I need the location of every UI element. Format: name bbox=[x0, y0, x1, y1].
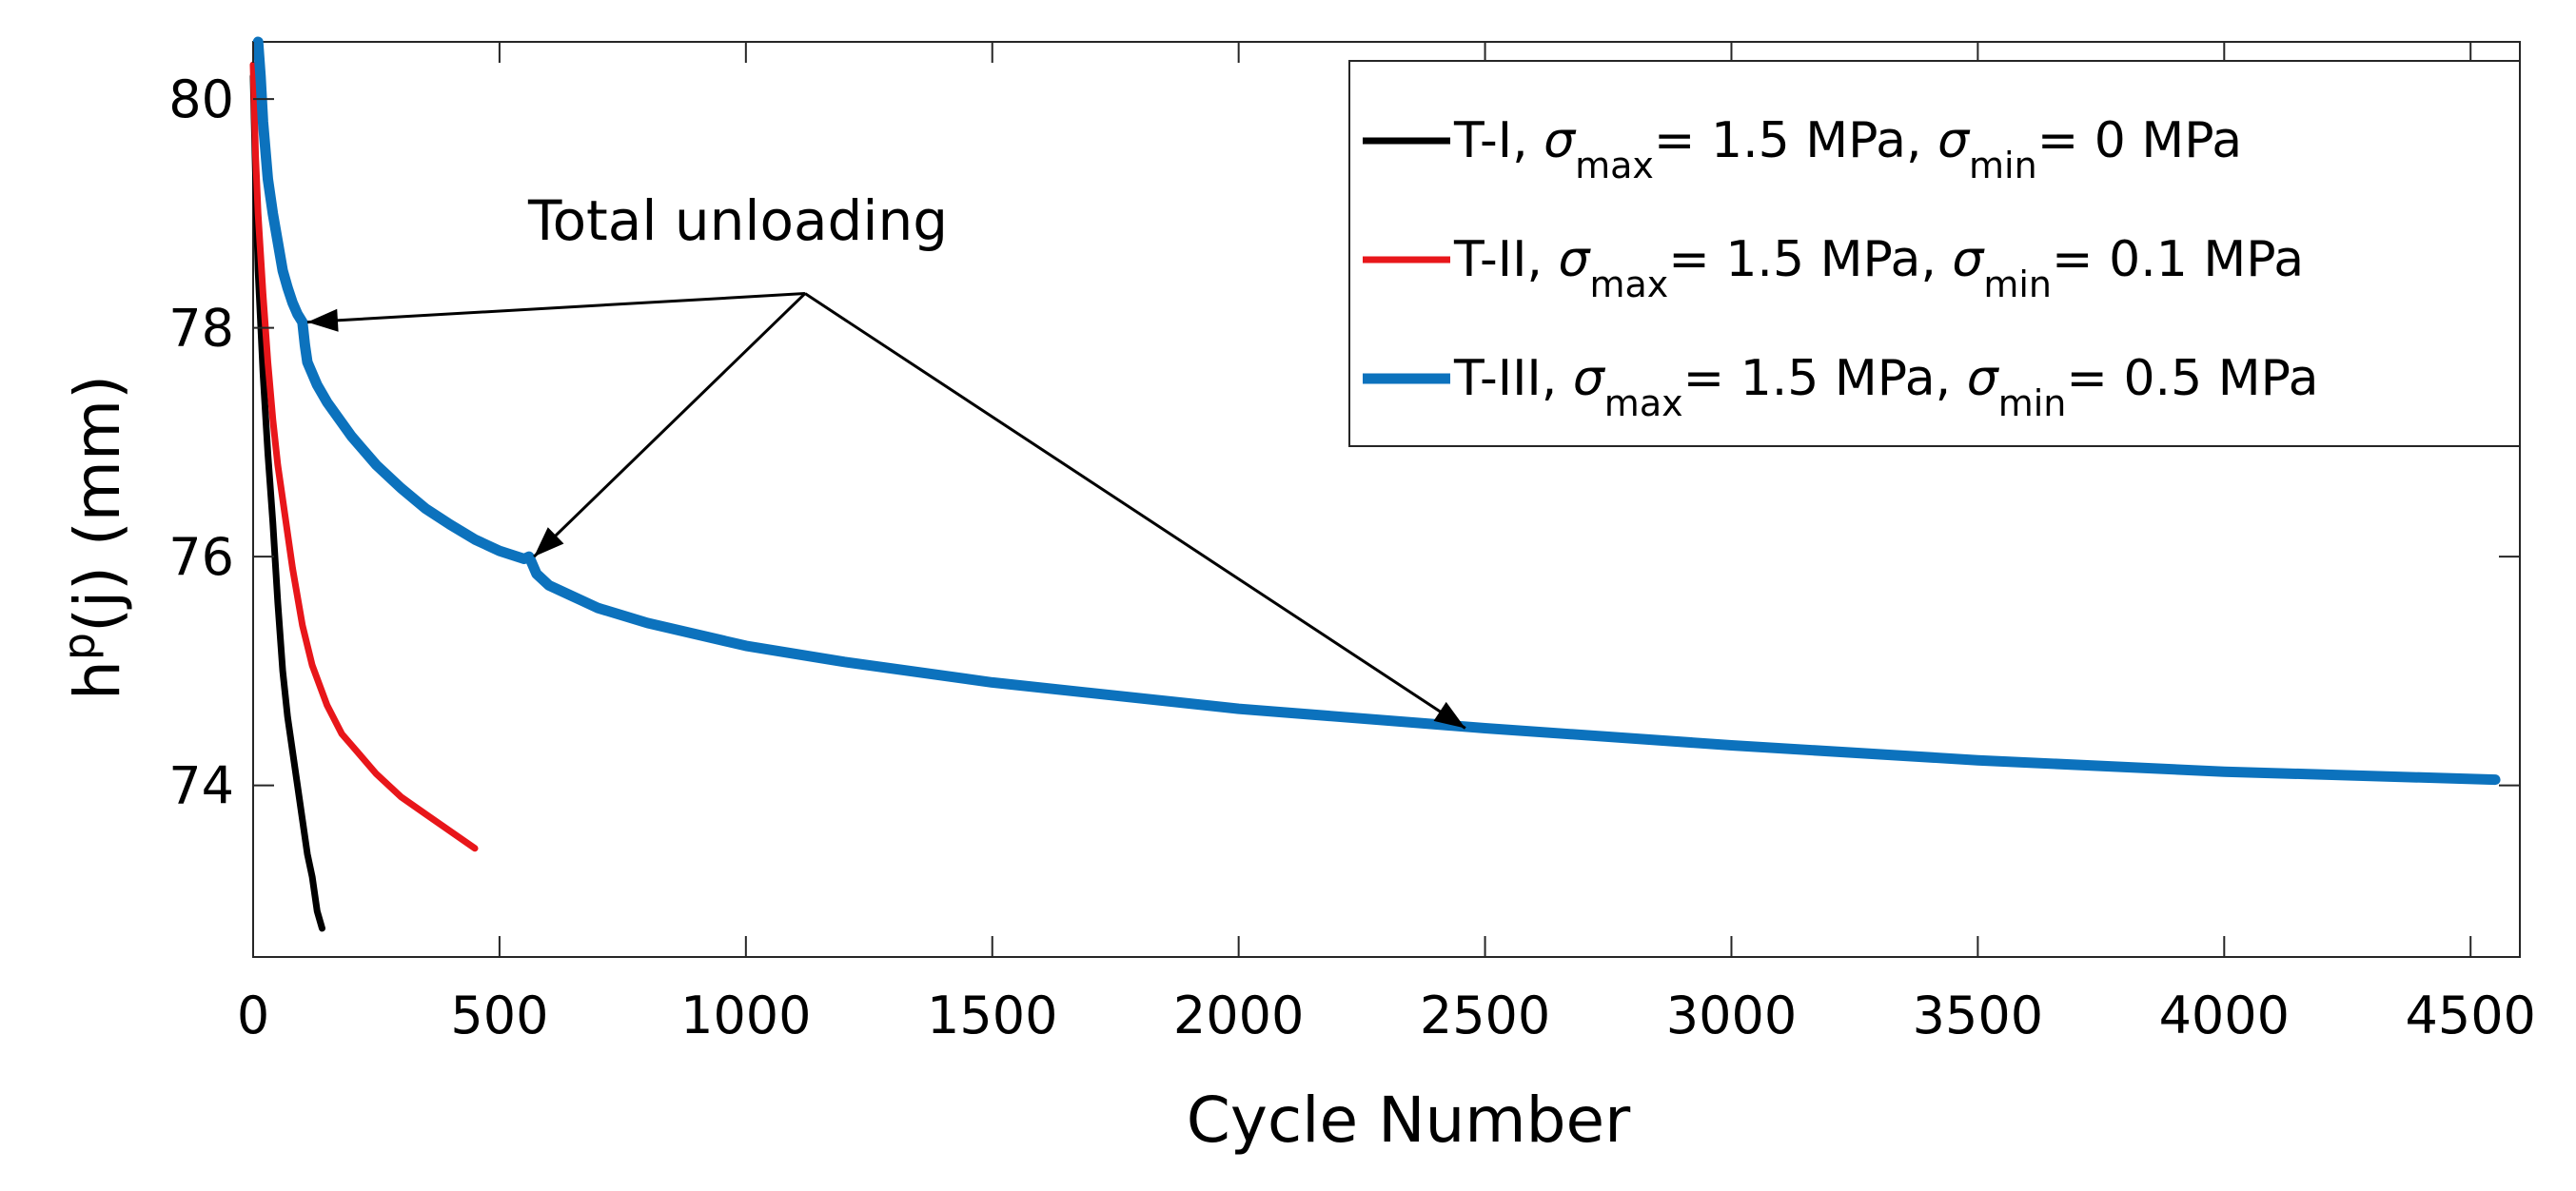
x-tick-label: 2000 bbox=[1173, 986, 1304, 1045]
series-line-1 bbox=[249, 72, 325, 932]
legend-entry-2: T-II, σmax= 1.5 MPa, σmin= 0.1 MPa bbox=[1453, 231, 2304, 305]
x-tick-label: 4000 bbox=[2159, 986, 2290, 1045]
x-tick-label: 1500 bbox=[927, 986, 1057, 1045]
y-tick-label: 74 bbox=[168, 756, 234, 816]
x-tick-label: 500 bbox=[450, 986, 548, 1045]
ticks-layer: 0 500 1000 1500 2000 2500 3000 3500 4000 4500 74 76… bbox=[168, 42, 2536, 1045]
y-tick-label: 78 bbox=[168, 299, 234, 359]
annotation-arrowhead bbox=[534, 527, 564, 557]
series-layer bbox=[249, 36, 2501, 932]
annotation-arrow-line bbox=[533, 292, 807, 558]
x-tick-label: 4500 bbox=[2405, 986, 2535, 1045]
x-tick-label: 3000 bbox=[1666, 986, 1797, 1045]
axes-box bbox=[252, 41, 2521, 958]
annotation-arrow-line bbox=[306, 292, 806, 324]
plot-frame bbox=[252, 41, 2521, 958]
series-line-2 bbox=[249, 61, 479, 852]
series-line-3 bbox=[252, 36, 2501, 786]
annotation-arrowhead bbox=[1433, 701, 1465, 729]
x-tick-label: 3500 bbox=[1913, 986, 2043, 1045]
x-axis-label: Cycle Number bbox=[1187, 1084, 1631, 1157]
y-tick-label: 80 bbox=[168, 69, 234, 129]
x-tick-label: 0 bbox=[237, 986, 269, 1045]
legend-entry-3: T-III, σmax= 1.5 MPa, σmin= 0.5 MPa bbox=[1453, 350, 2318, 424]
y-axis-label: hp(j) (mm) bbox=[53, 375, 134, 700]
annotation-arrow-line bbox=[804, 292, 1466, 730]
legend-box bbox=[1348, 60, 2521, 447]
legend-entry-1: T-I, σmax= 1.5 MPa, σmin= 0 MPa bbox=[1453, 112, 2242, 186]
annotation-layer: Total unloading bbox=[306, 188, 1466, 730]
x-tick-label: 1000 bbox=[680, 986, 811, 1045]
legend: T-I, σmax= 1.5 MPa, σmin= 0 MPa T-II, σma… bbox=[1348, 60, 2521, 447]
annotation-arrowhead bbox=[306, 308, 339, 332]
y-tick-label: 76 bbox=[168, 527, 234, 587]
annotation-text: Total unloading bbox=[527, 188, 948, 253]
x-tick-label: 2500 bbox=[1420, 986, 1550, 1045]
